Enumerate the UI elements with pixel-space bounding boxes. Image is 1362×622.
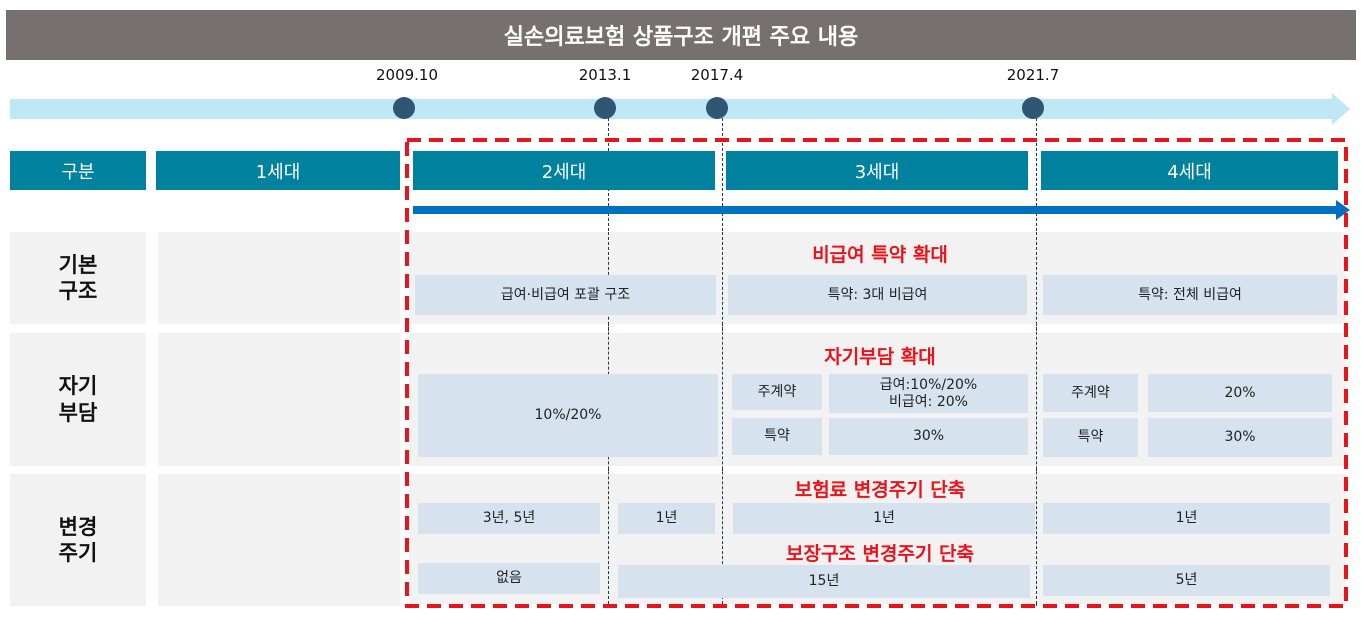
cell-gen4-main-value: 20%: [1148, 374, 1332, 412]
cell-premium: 1년: [618, 503, 715, 534]
date-label: 2013.1: [578, 66, 632, 84]
header-gen3: 3세대: [726, 151, 1028, 190]
cell-gen3-rider-label: 특약: [732, 418, 822, 455]
headline-coverage: 보장구조 변경주기 단축: [785, 542, 975, 565]
date-label: 2021.7: [1006, 66, 1060, 84]
headline-premium: 보험료 변경주기 단축: [794, 478, 966, 501]
cell-coverage: 없음: [418, 563, 600, 594]
header-category: 구분: [10, 151, 146, 190]
timeline-dot: [1022, 97, 1044, 119]
timeline-arrow: [10, 93, 1350, 125]
header-gen4: 4세대: [1041, 151, 1338, 190]
timeline-dot: [706, 97, 728, 119]
headline-copay: 자기부담 확대: [824, 345, 936, 368]
header-gen1: 1세대: [156, 151, 400, 190]
cell-gen3-rider-value: 30%: [829, 418, 1028, 455]
page-title: 실손의료보험 상품구조 개편 주요 내용: [6, 10, 1356, 60]
date-label: 2017.4: [690, 66, 744, 84]
cell-copay-gen2: 10%/20%: [418, 374, 718, 457]
timeline-dot: [393, 97, 415, 119]
cell-basic-gen3: 특약: 3대 비급여: [728, 275, 1027, 315]
gen1-cell: [158, 474, 400, 606]
row-label-copay: 자기 부담: [10, 333, 146, 466]
cell-premium: 1년: [1043, 503, 1330, 534]
cell-coverage: 15년: [618, 565, 1030, 598]
gen1-cell: [158, 333, 400, 466]
cell-gen3-main-value: 급여:10%/20% 비급여: 20%: [829, 374, 1028, 413]
cell-basic-gen2: 급여·비급여 포괄 구조: [415, 275, 716, 315]
date-label: 2009.10: [375, 66, 439, 84]
cell-coverage: 5년: [1043, 565, 1330, 596]
cell-gen3-main-label: 주계약: [732, 374, 822, 410]
headline-basic: 비급여 특약 확대: [812, 243, 948, 266]
header-gen2: 2세대: [413, 151, 715, 190]
cell-gen4-rider-value: 30%: [1148, 418, 1332, 457]
row-label-cycle: 변경 주기: [10, 474, 146, 606]
divider-line: [722, 232, 723, 604]
cell-basic-gen4: 특약: 전체 비급여: [1043, 275, 1337, 315]
gen1-cell: [158, 232, 400, 324]
generation-arrow: [413, 200, 1350, 220]
timeline-dot: [594, 97, 616, 119]
cell-gen4-rider-label: 특약: [1043, 418, 1138, 457]
cell-gen4-main-label: 주계약: [1043, 374, 1138, 412]
divider-line: [1036, 232, 1037, 604]
row-label-basic: 기본 구조: [10, 232, 146, 324]
cell-premium: 3년, 5년: [418, 503, 600, 534]
cell-premium: 1년: [733, 503, 1035, 534]
